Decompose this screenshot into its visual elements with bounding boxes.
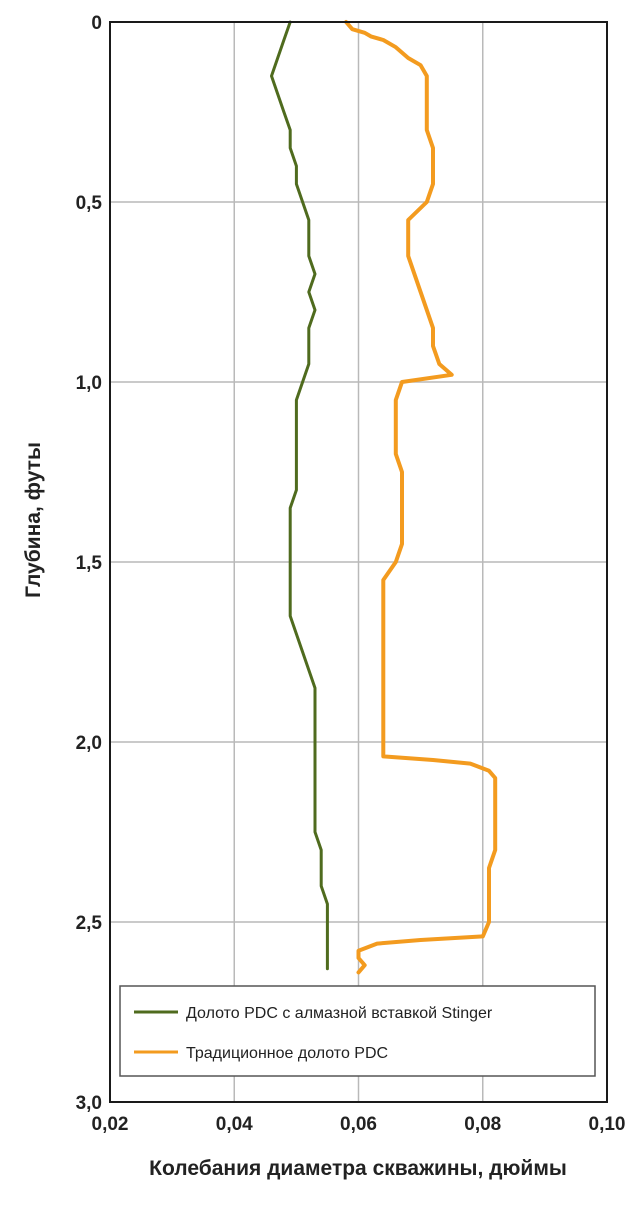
y-tick-label: 2,5 [76, 913, 103, 934]
y-tick-label: 2,0 [76, 733, 102, 754]
y-axis-label: Глубина, футы [22, 442, 45, 598]
plot-frame [109, 21, 608, 1103]
y-tick-label: 1,0 [76, 373, 102, 394]
x-tick-label: 0,02 [92, 1114, 129, 1135]
x-axis-label: Колебания диаметра скважины, дюймы [149, 1157, 567, 1180]
x-tick-label: 0,04 [216, 1114, 253, 1135]
legend-box [119, 985, 596, 1077]
y-tick-label: 3,0 [76, 1093, 102, 1114]
y-tick-label: 0 [91, 13, 102, 34]
legend-label-series-1: Долото PDC с алмазной вставкой Stinger [186, 1005, 493, 1022]
x-tick-label: 0,08 [464, 1114, 501, 1135]
y-tick-label: 0,5 [76, 193, 103, 214]
x-tick-labels: 0,02 0,04 0,06 0,08 0,10 [92, 1114, 626, 1135]
legend: Долото PDC с алмазной вставкой Stinger Т… [119, 985, 596, 1077]
y-tick-labels: 0 0,5 1,0 1,5 2,0 2,5 3,0 [76, 13, 103, 1114]
grid [110, 22, 607, 1102]
series-line-2 [344, 20, 498, 975]
x-tick-label: 0,10 [589, 1114, 626, 1135]
y-tick-label: 1,5 [76, 553, 103, 574]
series-layer [270, 20, 498, 975]
x-tick-label: 0,06 [340, 1114, 377, 1135]
series-line-1 [270, 20, 329, 971]
legend-label-series-2: Традиционное долото PDC [186, 1045, 388, 1062]
